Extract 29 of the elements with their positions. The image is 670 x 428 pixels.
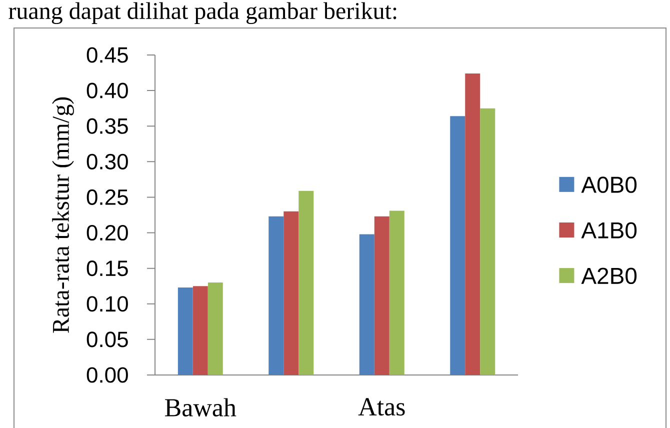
- x-tick-label: Atas: [358, 398, 405, 416]
- y-tick-label: 0.45: [86, 47, 128, 63]
- bar: [178, 288, 193, 375]
- y-tick-label: 0.05: [86, 332, 128, 348]
- bar: [374, 216, 390, 375]
- bar: [284, 211, 299, 375]
- y-tick-label: 0.35: [86, 118, 128, 134]
- y-tick-label: 0.20: [86, 224, 128, 241]
- x-tick-label: Bawah: [165, 398, 236, 416]
- bar: [192, 286, 208, 375]
- bar: [268, 216, 284, 375]
- y-tick-label: 0.15: [86, 260, 128, 276]
- legend-label: A0B0: [581, 176, 637, 193]
- y-tick-label: 0.10: [86, 296, 128, 312]
- y-axis-title: Rata-rata tekstur (mm/g): [52, 97, 74, 333]
- y-tick-label: 0.30: [86, 154, 128, 170]
- bar: [298, 190, 314, 375]
- legend-label: A1B0: [581, 222, 637, 238]
- y-tick-label: 0.40: [86, 82, 128, 98]
- y-tick-label: 0.00: [86, 367, 128, 383]
- bar: [465, 73, 480, 375]
- bar: [359, 234, 374, 375]
- y-tick-label: 0.25: [86, 189, 128, 206]
- bar: [480, 108, 496, 375]
- bar: [389, 210, 404, 375]
- bar: [450, 116, 466, 375]
- bar: [208, 282, 223, 375]
- legend-label: A2B0: [581, 268, 637, 284]
- text: ruang dapat dilihat pada gambar berikut:: [8, 2, 396, 24]
